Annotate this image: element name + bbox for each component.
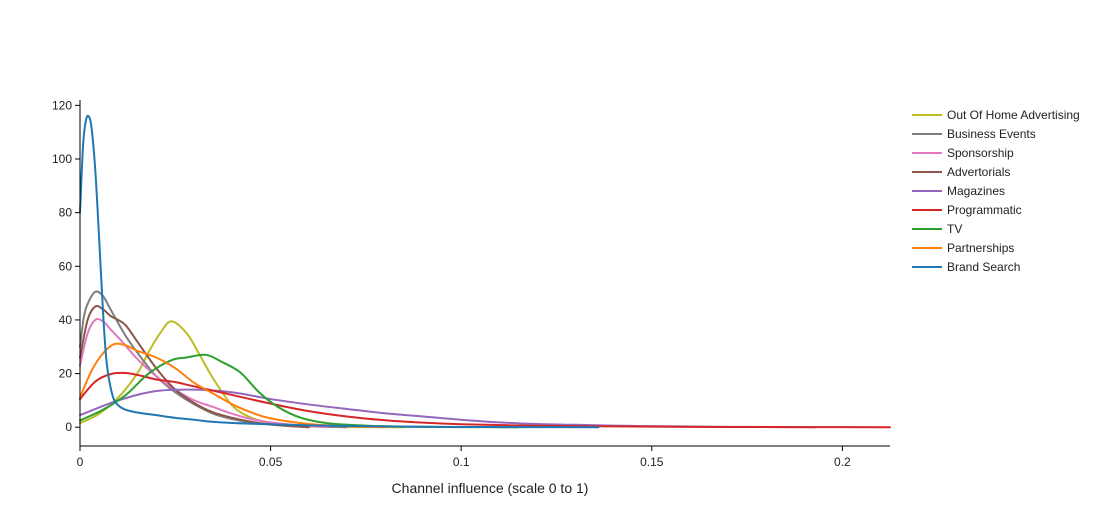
legend-label: Advertorials: [947, 165, 1010, 179]
x-tick-label: 0: [77, 455, 84, 469]
y-tick-label: 40: [59, 313, 73, 327]
y-tick-label: 120: [52, 98, 72, 112]
y-tick-label: 0: [65, 420, 72, 434]
legend-item-advertorials: Advertorials: [912, 165, 1010, 179]
y-tick-label: 20: [59, 367, 73, 381]
legend: Out Of Home Advertising Business Events Sp…: [912, 108, 1080, 274]
legend-item-tv: TV: [912, 222, 962, 236]
series-line-magazines: [79, 388, 817, 429]
legend-label: Sponsorship: [947, 146, 1014, 160]
y-tick-label: 60: [59, 259, 73, 273]
x-axis: 0 0.05 0.1 0.15 0.2: [77, 445, 890, 469]
y-tick-label: 100: [52, 152, 72, 166]
series-line-partnerships: [79, 342, 386, 429]
legend-item-programmatic: Programmatic: [912, 203, 1022, 217]
legend-item-brand-search: Brand Search: [912, 260, 1020, 274]
legend-label: Magazines: [947, 184, 1005, 198]
x-tick-label: 0.2: [834, 455, 851, 469]
series-line-programmatic: [79, 371, 891, 429]
x-tick-label: 0.05: [259, 455, 283, 469]
legend-label: Out Of Home Advertising: [947, 108, 1080, 122]
legend-label: Business Events: [947, 127, 1036, 141]
y-tick-label: 80: [59, 206, 73, 220]
legend-item-magazines: Magazines: [912, 184, 1005, 198]
series-line-brand-search: [79, 114, 600, 429]
series-line-tv: [79, 353, 520, 429]
legend-item-out-of-home-advertising: Out Of Home Advertising: [912, 108, 1080, 122]
legend-label: TV: [947, 222, 962, 236]
y-axis: 0 20 40 60 80 100 120: [52, 98, 81, 446]
legend-label: Partnerships: [947, 241, 1014, 255]
x-tick-label: 0.1: [453, 455, 470, 469]
legend-item-partnerships: Partnerships: [912, 241, 1014, 255]
legend-item-business-events: Business Events: [912, 127, 1036, 141]
series-line-advertorials: [79, 304, 310, 429]
series-lines: [79, 114, 891, 429]
legend-label: Programmatic: [947, 203, 1022, 217]
legend-item-sponsorship: Sponsorship: [912, 146, 1014, 160]
legend-label: Brand Search: [947, 260, 1020, 274]
x-axis-label: Channel influence (scale 0 to 1): [392, 480, 589, 496]
x-tick-label: 0.15: [640, 455, 664, 469]
